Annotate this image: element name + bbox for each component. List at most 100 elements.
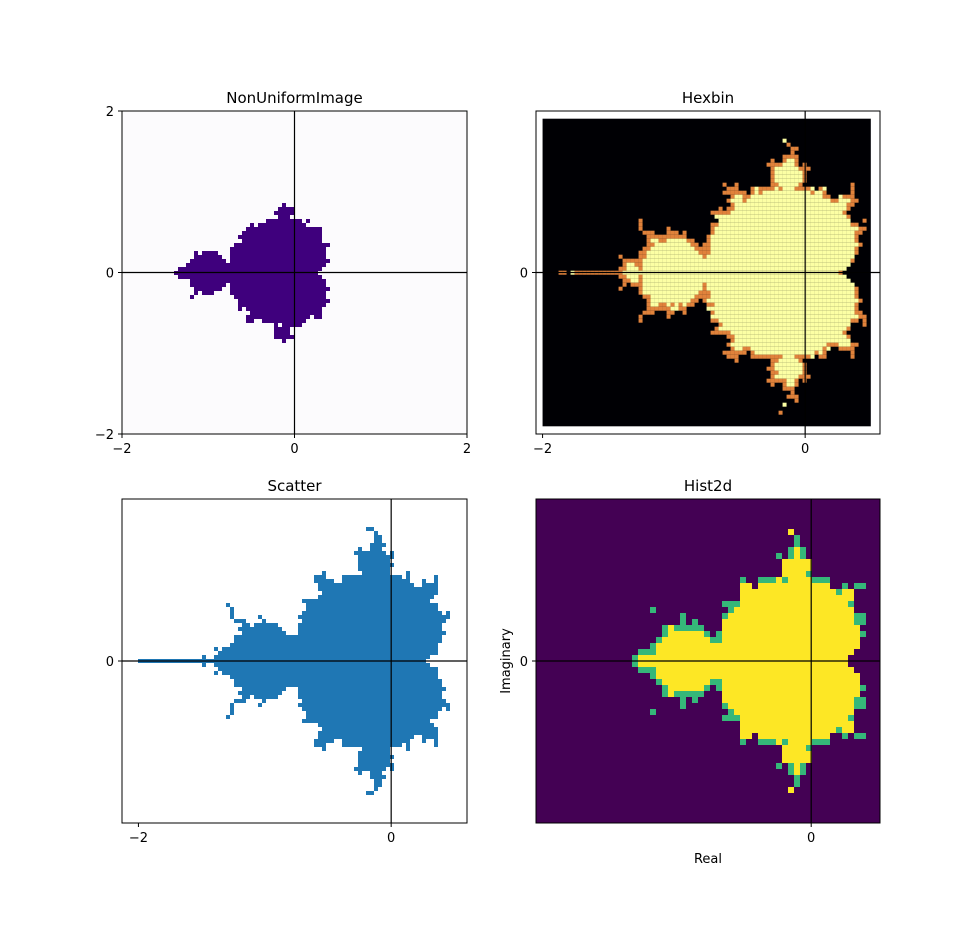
scatter-point xyxy=(242,667,246,671)
heatmap-cell xyxy=(270,243,274,247)
hexbin-cell xyxy=(842,342,847,347)
heatmap-cell xyxy=(258,295,262,299)
hexbin-cell xyxy=(794,274,799,279)
scatter-point xyxy=(222,663,226,667)
hexbin-cell xyxy=(762,202,767,207)
scatter-point xyxy=(274,679,278,683)
heatmap-cell xyxy=(230,259,234,263)
scatter-point xyxy=(366,655,370,659)
hexbin-cell xyxy=(846,338,851,343)
heatmap-cell xyxy=(770,691,776,697)
hexbin-cell xyxy=(782,318,787,323)
hexbin-cell xyxy=(650,310,655,315)
scatter-point xyxy=(266,679,270,683)
scatter-point xyxy=(270,679,274,683)
heatmap-cell xyxy=(274,287,278,291)
hexbin-cell xyxy=(758,306,763,311)
hexbin-cell xyxy=(730,306,735,311)
heatmap-cell xyxy=(270,299,274,303)
scatter-point xyxy=(378,695,382,699)
hexbin-cell xyxy=(770,254,775,259)
scatter-point xyxy=(350,599,354,603)
scatter-point xyxy=(346,615,350,619)
heatmap-cell xyxy=(314,303,318,307)
heatmap-cell xyxy=(746,679,752,685)
scatter-point xyxy=(438,635,442,639)
scatter-point xyxy=(370,759,374,763)
heatmap-cell xyxy=(286,275,290,279)
scatter-point xyxy=(270,683,274,687)
scatter-point xyxy=(314,679,318,683)
scatter-point xyxy=(318,675,322,679)
scatter-point xyxy=(438,687,442,691)
hexbin-cell xyxy=(806,286,811,291)
hexbin-cell xyxy=(750,266,755,271)
hexbin-cell xyxy=(738,318,743,323)
scatter-point xyxy=(362,603,366,607)
heatmap-cell xyxy=(770,619,776,625)
hexbin-cell xyxy=(774,194,779,199)
hexbin-cell xyxy=(678,278,683,283)
scatter-point xyxy=(426,587,430,591)
hexbin-cell xyxy=(646,286,651,291)
scatter-point xyxy=(246,679,250,683)
hexbin-cell xyxy=(782,354,787,359)
heatmap-cell xyxy=(230,267,234,271)
scatter-point xyxy=(382,763,386,767)
hexbin-cell xyxy=(786,142,791,147)
scatter-point xyxy=(302,655,306,659)
hexbin-cell xyxy=(814,258,819,263)
scatter-point xyxy=(370,599,374,603)
scatter-point xyxy=(398,743,402,747)
heatmap-cell xyxy=(242,279,246,283)
hexbin-cell xyxy=(770,198,775,203)
hexbin-cell xyxy=(706,298,711,303)
heatmap-cell xyxy=(262,299,266,303)
scatter-point xyxy=(230,655,234,659)
scatter-point xyxy=(426,603,430,607)
hexbin-cell xyxy=(846,334,851,339)
heatmap-cell xyxy=(776,613,782,619)
hexbin-cell xyxy=(790,390,795,395)
hexbin-cell xyxy=(750,346,755,351)
scatter-point xyxy=(294,679,298,683)
hexbin-cell xyxy=(750,342,755,347)
heatmap-cell xyxy=(764,727,770,733)
hexbin-cell xyxy=(786,334,791,339)
hexbin-cell xyxy=(658,286,663,291)
hexbin-cell xyxy=(778,302,783,307)
hexbin-cell xyxy=(654,294,659,299)
scatter-point xyxy=(242,635,246,639)
hexbin-cell xyxy=(842,242,847,247)
hexbin-cell xyxy=(746,210,751,215)
scatter-point xyxy=(430,715,434,719)
heatmap-cell xyxy=(230,283,234,287)
hexbin-cell xyxy=(770,174,775,179)
hexbin-cell xyxy=(678,282,683,287)
scatter-point xyxy=(414,691,418,695)
scatter-point xyxy=(322,651,326,655)
scatter-point xyxy=(318,667,322,671)
hexbin-cell xyxy=(718,286,723,291)
scatter-point xyxy=(230,707,234,711)
hexbin-cell xyxy=(774,174,779,179)
hexbin-cell xyxy=(618,266,623,271)
heatmap-cell xyxy=(254,267,258,271)
hexbin-cell xyxy=(642,274,647,279)
scatter-point xyxy=(350,651,354,655)
hexbin-cell xyxy=(790,186,795,191)
scatter-point xyxy=(338,727,342,731)
heatmap-cell xyxy=(728,655,734,661)
heatmap-cell xyxy=(764,691,770,697)
heatmap-cell xyxy=(298,311,302,315)
hexbin-cell xyxy=(806,318,811,323)
scatter-point xyxy=(370,771,374,775)
scatter-point xyxy=(418,595,422,599)
scatter-point xyxy=(402,707,406,711)
scatter-point xyxy=(226,667,230,671)
scatter-point xyxy=(254,667,258,671)
scatter-point xyxy=(310,699,314,703)
scatter-point xyxy=(418,711,422,715)
scatter-point xyxy=(290,671,294,675)
hexbin-cell xyxy=(790,298,795,303)
